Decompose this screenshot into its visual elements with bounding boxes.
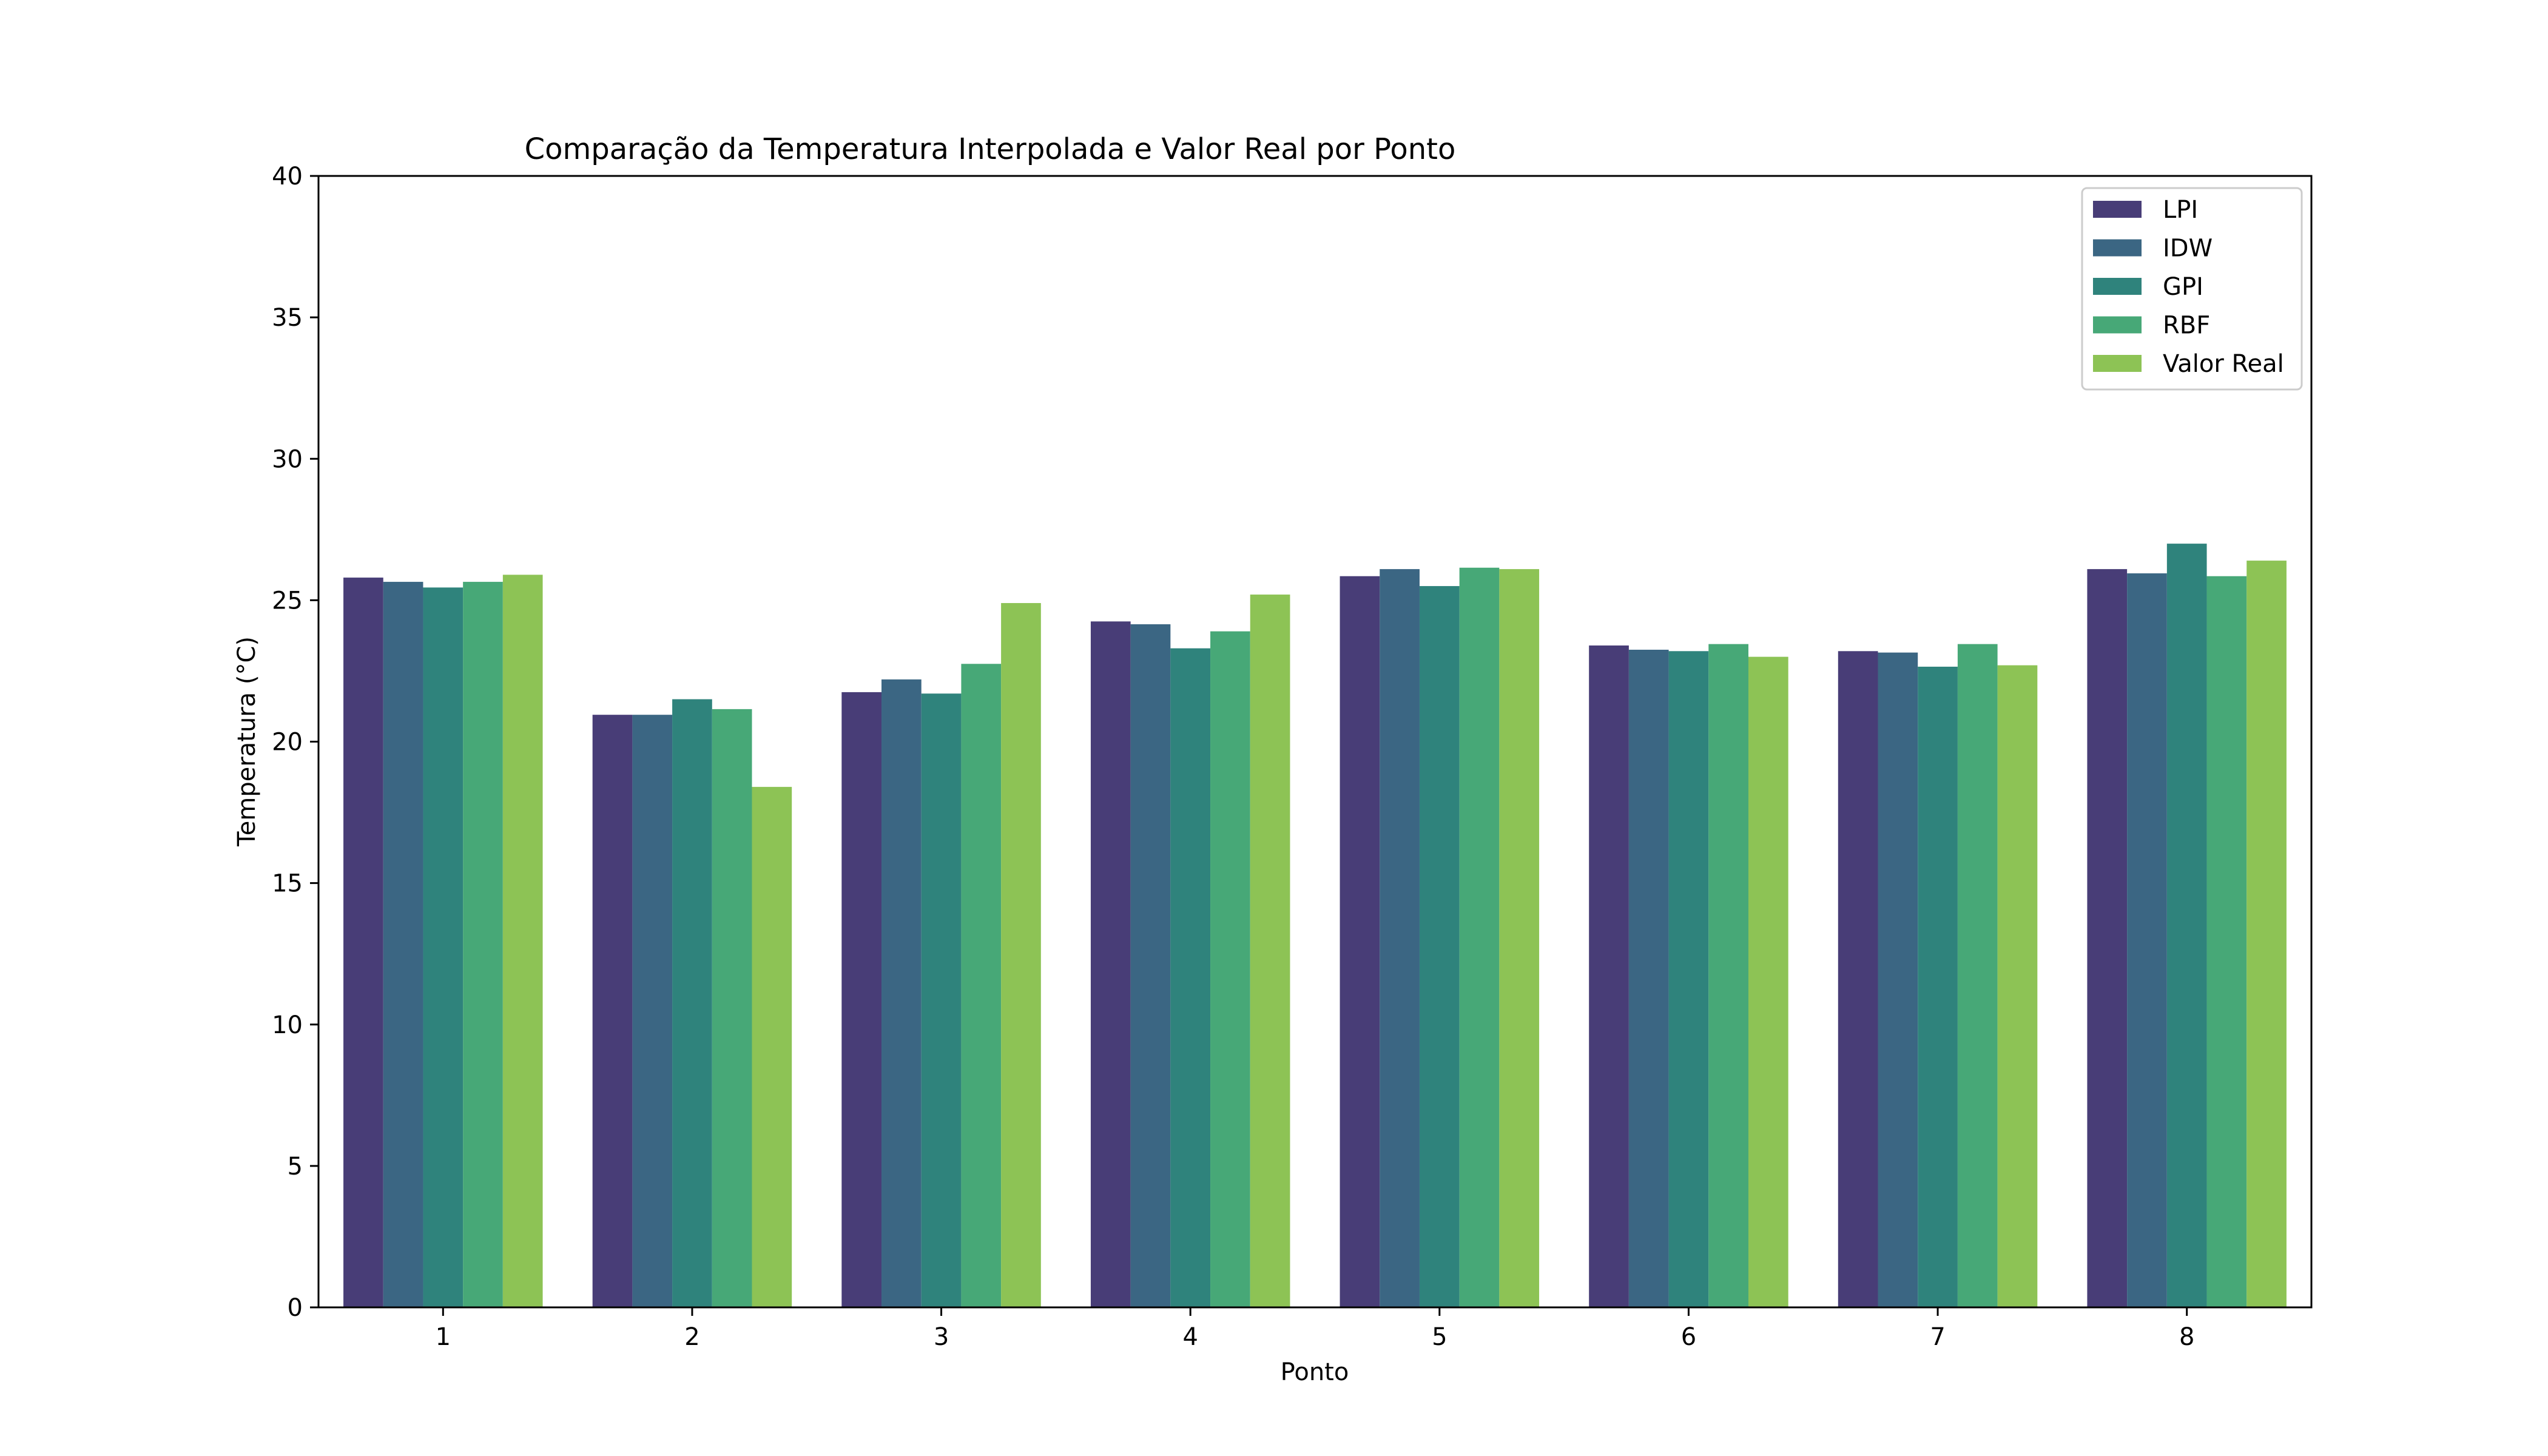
bar-rbf-ponto-8	[2206, 576, 2247, 1307]
bar-lpi-ponto-6	[1589, 645, 1629, 1307]
bar-rbf-ponto-2	[712, 709, 752, 1307]
bar-gpi-ponto-6	[1668, 651, 1709, 1307]
bar-gpi-ponto-4	[1170, 648, 1211, 1307]
bar-valor-real-ponto-6	[1748, 656, 1788, 1308]
bar-lpi-ponto-7	[1838, 651, 1878, 1307]
bar-gpi-ponto-8	[2166, 544, 2207, 1308]
x-tick-label: 3	[934, 1323, 949, 1351]
bar-gpi-ponto-5	[1419, 586, 1460, 1307]
legend-swatch-rbf	[2093, 316, 2142, 334]
x-tick-label: 5	[1432, 1323, 1447, 1351]
bar-idw-ponto-6	[1628, 649, 1669, 1307]
bar-gpi-ponto-2	[672, 699, 712, 1307]
bar-rbf-ponto-6	[1708, 644, 1748, 1307]
legend-swatch-gpi	[2093, 278, 2142, 295]
x-tick-label: 4	[1182, 1323, 1198, 1351]
bar-idw-ponto-4	[1130, 624, 1171, 1307]
legend: LPI IDW GPI RBF Valor Real	[2081, 187, 2303, 391]
bar-gpi-ponto-7	[1918, 666, 1958, 1307]
bar-valor-real-ponto-7	[1997, 665, 2038, 1307]
legend-swatch-lpi	[2093, 201, 2142, 218]
legend-label-gpi: GPI	[2163, 273, 2203, 301]
y-tick-label: 35	[272, 304, 303, 332]
bar-rbf-ponto-1	[463, 582, 503, 1307]
y-tick-label: 20	[272, 729, 303, 757]
x-tick-label: 2	[684, 1323, 699, 1351]
bar-idw-ponto-3	[881, 679, 922, 1307]
bar-lpi-ponto-1	[343, 578, 383, 1307]
bar-lpi-ponto-8	[2087, 569, 2128, 1307]
bar-valor-real-ponto-3	[1001, 603, 1041, 1307]
bar-idw-ponto-7	[1878, 652, 1918, 1307]
y-axis-label: Temperatura (°C)	[233, 636, 261, 847]
legend-swatch-idw	[2093, 239, 2142, 257]
bar-gpi-ponto-3	[921, 693, 962, 1307]
bar-idw-ponto-5	[1380, 569, 1420, 1307]
chart-title: Comparação da Temperatura Interpolada e …	[525, 132, 1456, 166]
bar-idw-ponto-1	[383, 582, 423, 1307]
legend-label-rbf: RBF	[2163, 312, 2210, 340]
legend-box	[2081, 187, 2303, 391]
y-axis-ticks: 0 5 10 15 20 25 30 35 40	[272, 163, 318, 1322]
x-axis-label: Ponto	[1281, 1358, 1349, 1386]
bar-rbf-ponto-3	[961, 664, 1002, 1307]
bar-valor-real-ponto-5	[1499, 569, 1540, 1307]
y-tick-label: 40	[272, 163, 303, 190]
bar-valor-real-ponto-4	[1250, 595, 1290, 1307]
bar-gpi-ponto-1	[423, 587, 463, 1307]
x-tick-label: 6	[1681, 1323, 1696, 1351]
bar-idw-ponto-2	[632, 715, 673, 1307]
bar-lpi-ponto-2	[592, 715, 633, 1307]
bar-valor-real-ponto-8	[2246, 561, 2287, 1307]
x-tick-label: 1	[436, 1323, 451, 1351]
x-tick-label: 8	[2179, 1323, 2194, 1351]
legend-label-lpi: LPI	[2163, 196, 2198, 224]
bar-lpi-ponto-5	[1340, 576, 1380, 1307]
y-tick-label: 25	[272, 587, 303, 615]
y-tick-label: 15	[272, 870, 303, 898]
bar-rbf-ponto-7	[1957, 644, 1998, 1307]
bar-idw-ponto-8	[2127, 573, 2167, 1307]
plot-area-frame	[317, 175, 2313, 1309]
y-tick-label: 5	[288, 1153, 303, 1181]
legend-label-valor-real: Valor Real	[2163, 350, 2284, 378]
y-tick-label: 0	[288, 1294, 303, 1322]
bar-valor-real-ponto-2	[752, 787, 792, 1307]
legend-label-idw: IDW	[2163, 235, 2213, 263]
bar-rbf-ponto-5	[1459, 567, 1500, 1307]
x-axis-ticks: 1 2 3 4 5 6 7 8	[436, 1307, 2194, 1351]
bar-rbf-ponto-4	[1210, 631, 1250, 1307]
y-tick-label: 10	[272, 1011, 303, 1039]
legend-swatch-valor-real	[2093, 355, 2142, 372]
bar-valor-real-ponto-1	[502, 575, 543, 1308]
bars-group	[343, 544, 2287, 1308]
bar-lpi-ponto-3	[841, 692, 882, 1307]
bar-lpi-ponto-4	[1090, 621, 1131, 1307]
x-tick-label: 7	[1930, 1323, 1945, 1351]
y-tick-label: 30	[272, 445, 303, 473]
